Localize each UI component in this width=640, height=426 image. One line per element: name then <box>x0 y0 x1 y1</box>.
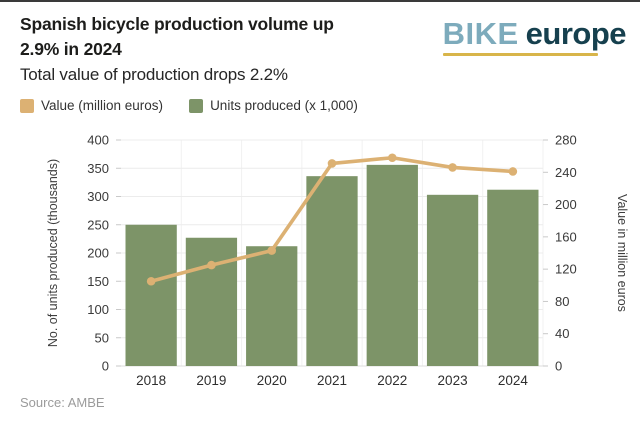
legend-item-0: Value (million euros) <box>20 98 163 113</box>
left-tick-label: 150 <box>87 274 109 289</box>
x-label-2021: 2021 <box>317 373 347 388</box>
bar-2024 <box>487 189 539 367</box>
right-tick-label: 120 <box>555 262 577 277</box>
x-label-2022: 2022 <box>377 373 407 388</box>
left-tick-label: 250 <box>87 217 109 232</box>
left-axis-title: No. of units produced (thousands) <box>46 159 60 347</box>
bar-2019 <box>185 237 238 367</box>
line-point-2019 <box>207 260 216 270</box>
logo-word-europe: europe <box>525 16 627 51</box>
x-label-2019: 2019 <box>196 373 226 388</box>
right-tick-label: 240 <box>555 165 577 180</box>
left-tick-label: 300 <box>87 189 109 204</box>
line-point-2018 <box>146 277 156 286</box>
x-label-2020: 2020 <box>257 373 287 388</box>
right-tick-label: 160 <box>555 229 577 244</box>
bar-2023 <box>426 194 479 367</box>
legend-item-1: Units produced (x 1,000) <box>189 98 358 113</box>
left-tick-label: 200 <box>87 246 109 261</box>
left-tick-label: 350 <box>87 161 109 176</box>
bar-2021 <box>306 176 358 367</box>
title-block: Spanish bicycle production volume up 2.9… <box>20 12 334 86</box>
line-point-2022 <box>387 153 397 163</box>
right-axis-title: Value in million euros <box>615 194 629 312</box>
logo-underline <box>442 53 599 56</box>
right-tick-label: 280 <box>555 133 577 148</box>
chart-title-line1: Spanish bicycle production volume up <box>20 14 334 34</box>
legend-swatch <box>20 98 34 113</box>
legend-label: Value (million euros) <box>41 98 164 114</box>
right-tick-label: 0 <box>555 359 562 374</box>
line-point-2021 <box>327 159 337 168</box>
bar-2020 <box>246 246 298 367</box>
chart-title: Spanish bicycle production volume up 2.9… <box>20 12 334 62</box>
chart-title-line2: 2.9% in 2024 <box>20 38 122 59</box>
left-tick-label: 50 <box>95 330 109 345</box>
right-tick-label: 200 <box>555 197 577 212</box>
right-tick-label: 80 <box>555 294 569 309</box>
right-tick-label: 40 <box>555 326 569 341</box>
logo-word-bike: BIKE <box>442 16 519 51</box>
legend-swatch <box>189 98 204 113</box>
left-tick-label: 0 <box>102 359 109 374</box>
bar-2022 <box>366 165 418 367</box>
header: Spanish bicycle production volume up 2.9… <box>20 12 627 86</box>
line-point-2023 <box>448 163 457 172</box>
line-point-2020 <box>267 246 277 256</box>
legend-label: Units produced (x 1,000) <box>210 98 358 114</box>
line-point-2024 <box>508 167 518 176</box>
source-caption: Source: AMBE <box>20 395 105 411</box>
x-label-2024: 2024 <box>498 373 529 388</box>
production-chart: 0 50 100 150 200 250 300 350 400 0 40 80 120 160 200 24… <box>46 133 629 389</box>
bar-2018 <box>125 224 177 367</box>
logo-text: BIKE europe <box>442 16 627 51</box>
bike-europe-logo: BIKE europe <box>442 16 627 56</box>
x-label-2023: 2023 <box>438 373 468 388</box>
chart-legend: Value (million euros) Units produced (x 1… <box>20 98 620 113</box>
left-tick-label: 400 <box>87 133 109 148</box>
left-tick-label: 100 <box>87 302 109 317</box>
chart-subtitle: Total value of production drops 2.2% <box>20 64 288 84</box>
x-label-2018: 2018 <box>136 373 166 388</box>
